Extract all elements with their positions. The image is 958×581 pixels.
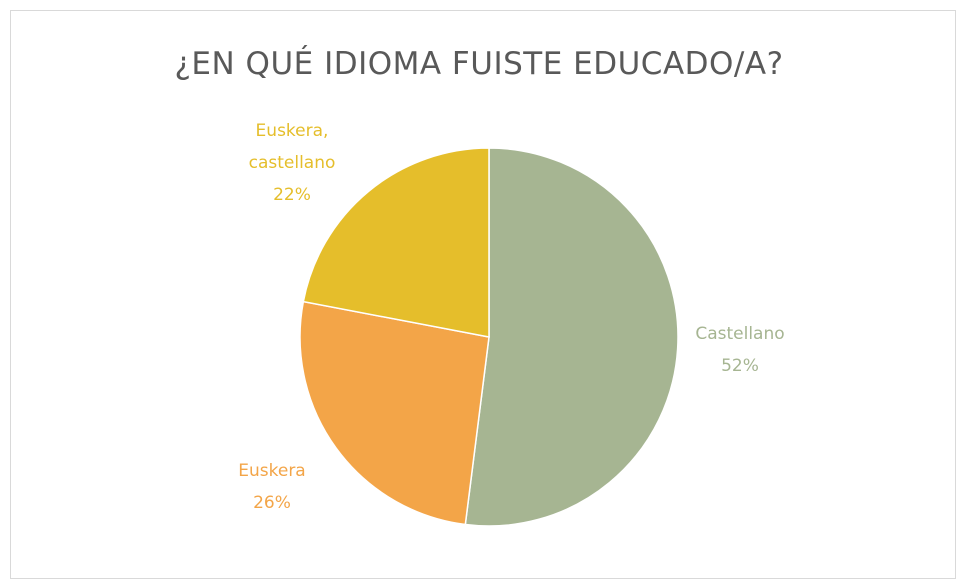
pie-slice <box>464 147 679 527</box>
slice-value-label: 52% <box>721 356 759 376</box>
slice-label: Castellano <box>695 324 785 344</box>
chart-frame <box>10 10 956 579</box>
pie-slice <box>299 300 490 526</box>
slice-label: Euskera <box>238 461 306 481</box>
slice-value-label: 26% <box>253 493 291 513</box>
pie-slice <box>302 147 490 338</box>
slice-value-label: 22% <box>273 185 311 205</box>
chart-title: ¿EN QUÉ IDIOMA FUISTE EDUCADO/A? <box>174 46 784 82</box>
slice-label: Euskera, castellano <box>248 121 336 173</box>
